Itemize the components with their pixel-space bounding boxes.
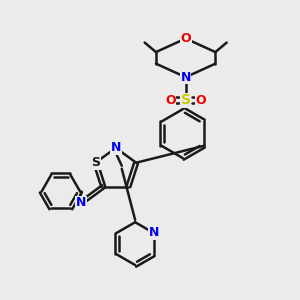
Text: N: N [111, 141, 121, 154]
Text: O: O [180, 32, 191, 45]
Text: O: O [165, 94, 175, 107]
Text: N: N [181, 71, 191, 84]
Text: S: S [181, 93, 191, 107]
Text: O: O [196, 94, 206, 107]
Text: N: N [148, 226, 159, 239]
Text: S: S [91, 156, 100, 169]
Text: N: N [76, 196, 86, 209]
